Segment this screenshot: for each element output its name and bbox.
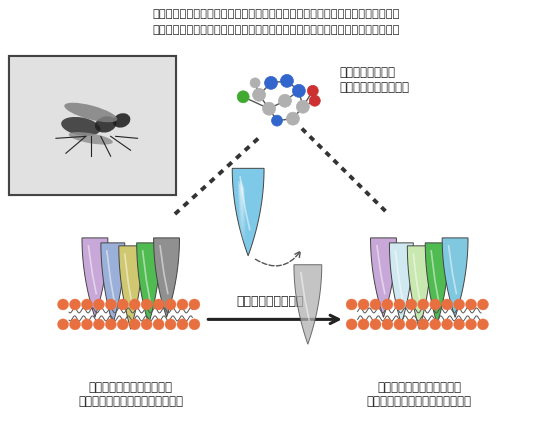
Circle shape [358, 299, 369, 310]
Polygon shape [425, 243, 449, 324]
Polygon shape [294, 265, 322, 344]
Circle shape [129, 319, 140, 330]
Circle shape [105, 299, 116, 310]
Circle shape [465, 299, 476, 310]
Text: ニコチン性アセチルコリン受容体: ニコチン性アセチルコリン受容体 [367, 395, 472, 408]
Polygon shape [232, 168, 264, 256]
Circle shape [82, 299, 92, 310]
Circle shape [382, 319, 393, 330]
Circle shape [118, 319, 128, 330]
Circle shape [177, 299, 188, 310]
Circle shape [296, 100, 309, 113]
Circle shape [429, 299, 440, 310]
Polygon shape [153, 238, 179, 317]
Circle shape [477, 319, 489, 330]
Circle shape [406, 319, 417, 330]
Circle shape [153, 319, 164, 330]
Circle shape [394, 319, 405, 330]
Polygon shape [389, 243, 413, 324]
Circle shape [346, 319, 357, 330]
Polygon shape [82, 238, 108, 317]
Circle shape [250, 78, 260, 88]
Ellipse shape [113, 113, 130, 128]
Text: ニコチン性アセチルコリン受容体: ニコチン性アセチルコリン受容体 [78, 395, 183, 408]
Circle shape [418, 299, 429, 310]
Circle shape [477, 299, 489, 310]
Polygon shape [119, 246, 142, 329]
Text: ネオニコチノイド低感受性: ネオニコチノイド低感受性 [89, 381, 173, 394]
Circle shape [382, 299, 393, 310]
Polygon shape [137, 243, 161, 324]
Polygon shape [442, 238, 468, 317]
Circle shape [70, 299, 81, 310]
Text: ネオニコチノイド: ネオニコチノイド [339, 66, 396, 79]
Circle shape [118, 299, 128, 310]
Circle shape [93, 299, 104, 310]
Circle shape [129, 299, 140, 310]
Circle shape [263, 102, 275, 115]
Circle shape [141, 299, 152, 310]
Text: （イミダクロブリド）: （イミダクロブリド） [339, 81, 410, 94]
Circle shape [279, 94, 291, 107]
Circle shape [442, 319, 453, 330]
Circle shape [429, 319, 440, 330]
Text: サブユニット遺伝子の発現量の抑制や２つの異なるサブユニットの置換によって: サブユニット遺伝子の発現量の抑制や２つの異なるサブユニットの置換によって [152, 9, 400, 19]
Bar [9, 56, 176, 195]
Circle shape [93, 319, 104, 330]
Circle shape [189, 299, 200, 310]
Circle shape [358, 319, 369, 330]
Circle shape [153, 299, 164, 310]
Circle shape [70, 319, 81, 330]
Ellipse shape [68, 132, 113, 145]
Circle shape [177, 319, 188, 330]
Circle shape [454, 319, 465, 330]
Circle shape [280, 74, 294, 88]
Circle shape [253, 88, 266, 101]
Circle shape [346, 299, 357, 310]
Circle shape [57, 319, 68, 330]
Circle shape [189, 319, 200, 330]
Circle shape [442, 299, 453, 310]
Circle shape [454, 299, 465, 310]
Polygon shape [407, 246, 431, 329]
Circle shape [165, 319, 176, 330]
Circle shape [286, 112, 299, 125]
Circle shape [272, 115, 283, 126]
Circle shape [394, 299, 405, 310]
Ellipse shape [64, 103, 117, 122]
Circle shape [57, 299, 68, 310]
Circle shape [465, 319, 476, 330]
Circle shape [293, 84, 305, 97]
Text: サブユニットの置換: サブユニットの置換 [236, 294, 304, 308]
Ellipse shape [61, 117, 100, 136]
Circle shape [82, 319, 92, 330]
Polygon shape [101, 243, 125, 324]
Circle shape [406, 299, 417, 310]
Circle shape [141, 319, 152, 330]
Circle shape [264, 76, 278, 89]
Polygon shape [370, 238, 396, 317]
Circle shape [105, 319, 116, 330]
Text: ニコチン性アセチルコリン受容体のネオニコチノイド感受性が高まる場合がある: ニコチン性アセチルコリン受容体のネオニコチノイド感受性が高まる場合がある [152, 25, 400, 35]
Text: ネオニコチノイド高感受性: ネオニコチノイド高感受性 [377, 381, 461, 394]
Circle shape [370, 319, 381, 330]
Circle shape [165, 299, 176, 310]
Circle shape [418, 319, 429, 330]
Circle shape [309, 95, 320, 106]
Ellipse shape [95, 116, 116, 133]
Bar [9, 56, 176, 195]
Circle shape [307, 85, 319, 96]
Circle shape [237, 91, 249, 103]
Circle shape [370, 299, 381, 310]
